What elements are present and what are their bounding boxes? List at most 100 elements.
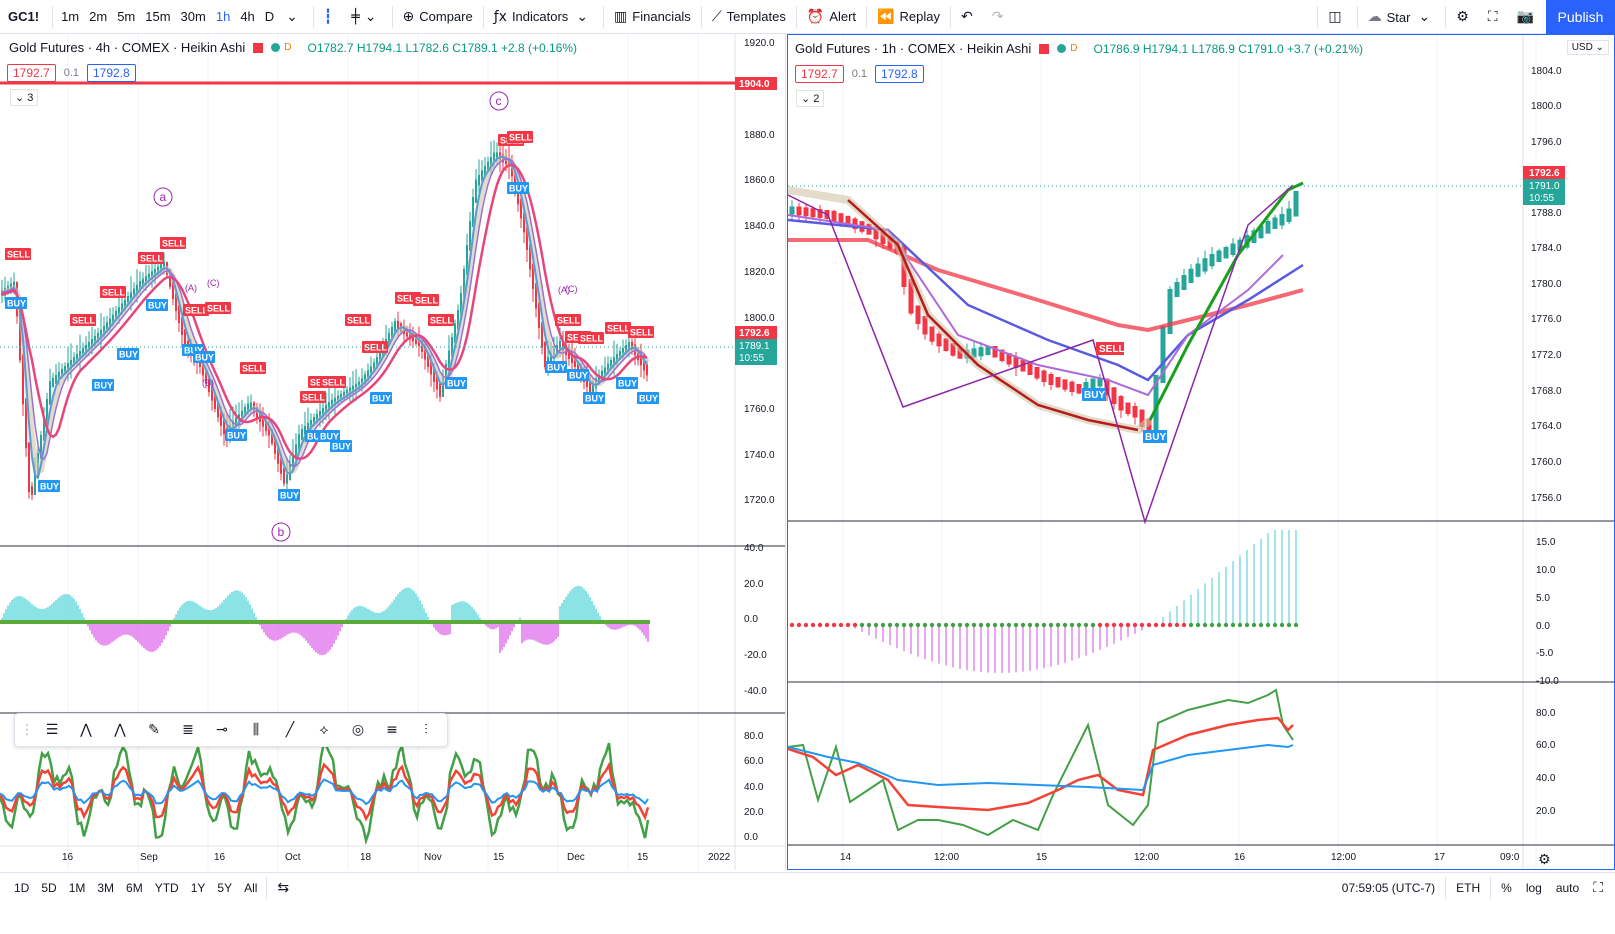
drag-handle-icon[interactable]: ⋮ (20, 722, 34, 738)
candle-body (796, 206, 802, 216)
publish-button[interactable]: Publish (1546, 0, 1615, 34)
pen-icon[interactable]: ✎ (148, 722, 160, 738)
range-1y[interactable]: 1Y (190, 880, 206, 895)
candle-body (1034, 367, 1040, 379)
range-1d[interactable]: 1D (14, 880, 30, 895)
buy-price-button[interactable]: 1792.8 (87, 64, 136, 82)
candle-body (1286, 208, 1292, 222)
buy-signal-label: BUY (1084, 390, 1105, 401)
range-3m[interactable]: 3M (97, 880, 115, 895)
left-chart-canvas[interactable]: 1920.01880.01860.01840.01820.01800.01780… (0, 34, 786, 870)
alert-button[interactable]: ⏰ Alert (800, 0, 863, 34)
horizontal-ray-icon[interactable]: ⊸ (216, 722, 228, 738)
right-indicators-toggle[interactable]: ⌄ 2 (796, 90, 825, 107)
interval-15m[interactable]: 15m (145, 9, 171, 24)
settings-button[interactable]: ⚙ (1449, 0, 1481, 34)
templates-button[interactable]: ⟋ Templates (705, 0, 793, 34)
fullscreen-toggle[interactable]: ⛶ (1586, 880, 1615, 896)
percent-toggle[interactable]: % (1501, 881, 1512, 895)
interval-dropdown[interactable]: ⌄ (279, 0, 310, 34)
sell-price-button[interactable]: 1792.7 (7, 64, 56, 82)
candle-body (460, 293, 462, 316)
interval-2m[interactable]: 2m (89, 9, 108, 24)
left-price-axis[interactable] (735, 34, 786, 870)
indicators-button[interactable]: ƒx Indicators ⌄ (487, 0, 600, 34)
left-indicators-toggle[interactable]: ⌄ 3 (10, 89, 39, 106)
range-1m[interactable]: 1M (68, 880, 86, 895)
right-chart-canvas[interactable]: 1804.01800.01796.01788.01784.01780.01776… (788, 35, 1614, 869)
candle-body (379, 351, 381, 363)
candle-body (1069, 381, 1075, 392)
elliott-wave-icon[interactable]: ⋀ (114, 722, 126, 738)
candle-body (310, 420, 312, 429)
sell-signal-bg (183, 304, 209, 316)
pattern-icon[interactable]: ⟡ (319, 722, 329, 738)
interval-30m[interactable]: 30m (180, 9, 206, 24)
wave-marker[interactable] (489, 91, 509, 111)
candle-body (1153, 375, 1159, 432)
interval-1h[interactable]: 1h (215, 9, 231, 24)
horizontal-lines-icon[interactable]: ☰ (45, 722, 59, 738)
buy-signal: BUY (545, 361, 567, 373)
buy-price-button[interactable]: 1792.8 (875, 65, 924, 83)
buy-signal-label: BUY (1145, 432, 1166, 443)
trend-line-icon[interactable]: ╱ (285, 722, 295, 738)
interval-1m[interactable]: 1m (61, 9, 80, 24)
range-all[interactable]: All (244, 880, 258, 895)
sell-price-button[interactable]: 1792.7 (795, 65, 844, 83)
candle-body (523, 212, 525, 233)
undo-button[interactable]: ↶ (954, 0, 985, 34)
candle-body (271, 429, 273, 444)
candle-body (367, 370, 369, 381)
range-ytd[interactable]: YTD (154, 880, 179, 895)
interval-4h[interactable]: 4h (240, 9, 255, 24)
save-layout-button[interactable]: ☁ Star ⌄ (1361, 0, 1443, 34)
goto-date-button[interactable]: ⇆ (270, 880, 301, 896)
separator (949, 5, 951, 28)
snapshot-button[interactable]: 📷 (1510, 0, 1546, 34)
candle-body (424, 346, 426, 360)
zero-dot (1104, 622, 1110, 628)
layout-button[interactable]: ◫ (1321, 0, 1353, 34)
session-toggle[interactable]: ETH (1456, 881, 1481, 895)
replay-button[interactable]: ⏪ Replay (870, 0, 947, 34)
osc-axis-label: 0.0 (1536, 621, 1550, 632)
left-chart-pane[interactable]: 1920.01880.01860.01840.01820.01800.01780… (0, 34, 786, 870)
parallel-channel-icon[interactable]: ≣ (182, 722, 194, 738)
fib-extension-icon[interactable]: ⫶ (424, 722, 428, 738)
sell-signal-label: SELL (72, 316, 96, 326)
abc-pattern-icon[interactable]: ⋀ (80, 722, 92, 738)
fib-icon[interactable]: ≡ (386, 722, 398, 738)
candle-style-button[interactable]: ╪ ⌄ (344, 0, 388, 34)
wave-marker[interactable] (153, 187, 173, 207)
fullscreen-button[interactable]: ⛶ (1481, 0, 1510, 34)
buy-signal: BUY (445, 377, 467, 389)
separator (1317, 6, 1319, 28)
vertical-lines-icon[interactable]: ⫼ (252, 722, 260, 738)
bar-style-button[interactable]: ┇ (317, 0, 344, 34)
compare-button[interactable]: ⊕ Compare (396, 0, 480, 34)
wave-marker[interactable] (271, 522, 291, 542)
range-5y[interactable]: 5Y (217, 880, 233, 895)
right-chart-pane[interactable]: 1804.0 1800.0 1796.0 1788.0 1784.0 1780.0 1776… (787, 34, 1615, 870)
range-6m[interactable]: 6M (126, 880, 143, 895)
osc-axis-label: 0.0 (744, 614, 758, 625)
rsi-axis-label: 0.0 (744, 832, 758, 843)
redo-button[interactable]: ↷ (985, 0, 1016, 34)
symbol-search[interactable]: GC1! (8, 9, 40, 24)
candle-body (535, 283, 537, 309)
interval-5m[interactable]: 5m (117, 9, 136, 24)
auto-toggle[interactable]: auto (1555, 881, 1580, 895)
currency-selector[interactable]: USD ⌄ (1566, 40, 1609, 55)
cloud-icon: ☁ (1367, 9, 1382, 25)
log-toggle[interactable]: log (1525, 881, 1542, 895)
clock-display[interactable]: 07:59:05 (UTC-7) (1341, 881, 1436, 895)
circle-brush-icon[interactable]: ◎ (351, 722, 365, 738)
interval-D[interactable]: D (264, 9, 275, 24)
candle-body (1013, 356, 1019, 368)
time-axis-label: 16 (1234, 852, 1246, 863)
range-5d[interactable]: 5D (41, 880, 57, 895)
zigzag-line[interactable] (788, 184, 1294, 525)
stoch-d-line (788, 716, 1294, 812)
financials-button[interactable]: ▥ Financials (607, 0, 698, 34)
